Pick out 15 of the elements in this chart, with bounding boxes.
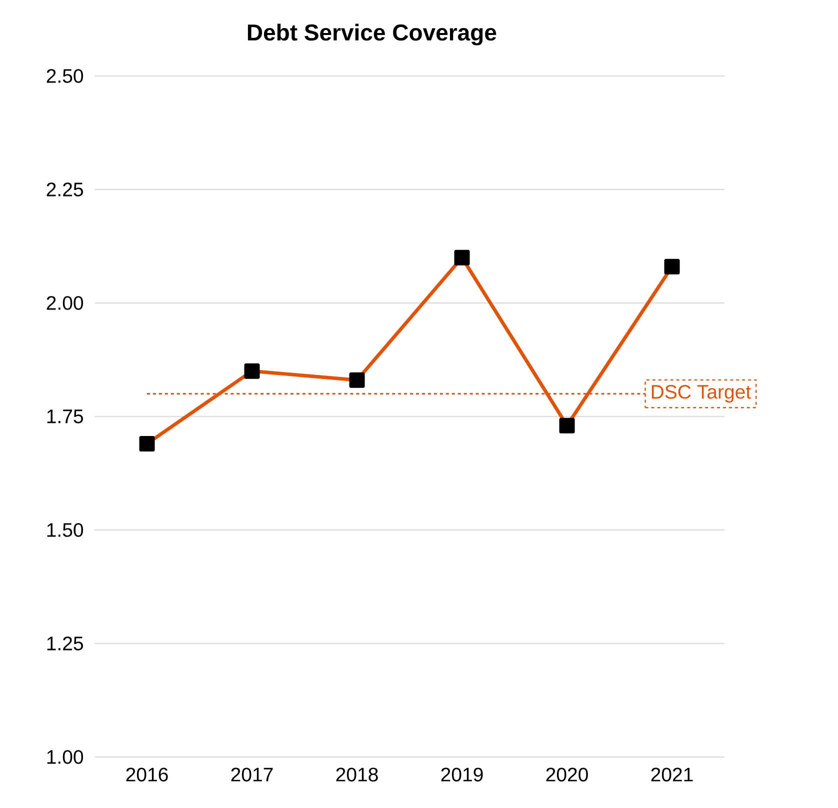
- x-tick-label: 2021: [651, 768, 693, 782]
- y-tick-label: 2.25: [46, 182, 83, 196]
- x-tick-label: 2017: [231, 768, 273, 782]
- y-tick-label: 1.50: [47, 523, 84, 537]
- y-tick-label: 1.25: [47, 636, 83, 650]
- x-tick-label: 2020: [546, 768, 588, 782]
- ref-line-label: DSC Target: [652, 384, 751, 403]
- y-tick-label: 1.00: [47, 750, 84, 764]
- y-tick-label: 1.75: [47, 410, 83, 424]
- y-tick-label: 2.50: [46, 69, 84, 83]
- chart-title: Debt Service Coverage: [248, 24, 496, 46]
- x-tick-label: 2018: [336, 768, 378, 782]
- x-tick-label: 2019: [441, 768, 483, 782]
- x-tick-label: 2016: [126, 768, 168, 782]
- y-tick-label: 2.00: [46, 296, 84, 310]
